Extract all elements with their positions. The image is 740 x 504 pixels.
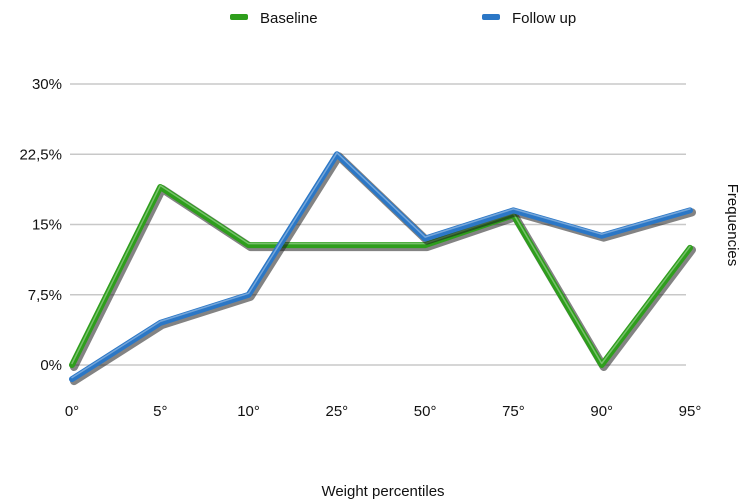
y-tick-label: 0%	[40, 357, 62, 374]
x-tick-label: 0°	[65, 403, 79, 420]
x-axis-ticks: 0° 5° 10° 25° 50° 75° 90° 95°	[65, 403, 702, 420]
legend-swatch-baseline	[230, 14, 248, 20]
y-tick-label: 15%	[32, 217, 62, 234]
baseline-line	[69, 184, 693, 368]
x-tick-label: 50°	[414, 403, 437, 420]
y-tick-label: 22,5%	[19, 146, 62, 163]
x-tick-label: 10°	[237, 403, 260, 420]
x-tick-label: 25°	[326, 403, 349, 420]
legend-label: Follow up	[512, 10, 576, 27]
series-lines	[69, 151, 696, 386]
legend: Baseline Follow up	[230, 10, 576, 27]
baseline-line-highlight	[71, 184, 691, 365]
x-tick-label: 95°	[679, 403, 702, 420]
gridlines	[70, 83, 686, 366]
x-axis-title: Weight percentiles	[321, 483, 444, 500]
y-axis-title: Frequencies	[724, 184, 740, 267]
legend-label: Baseline	[260, 10, 318, 27]
x-tick-label: 75°	[502, 403, 525, 420]
follow-up-line-highlight	[71, 152, 691, 379]
y-tick-label: 30%	[32, 76, 62, 93]
y-tick-label: 7,5%	[28, 287, 62, 304]
baseline-line-shadow	[70, 185, 696, 371]
follow-up-line	[69, 151, 693, 383]
x-tick-label: 90°	[590, 403, 613, 420]
x-tick-label: 5°	[153, 403, 167, 420]
y-axis-ticks: 0% 7,5% 15% 22,5% 30%	[19, 76, 62, 374]
legend-swatch-follow-up	[482, 14, 500, 20]
